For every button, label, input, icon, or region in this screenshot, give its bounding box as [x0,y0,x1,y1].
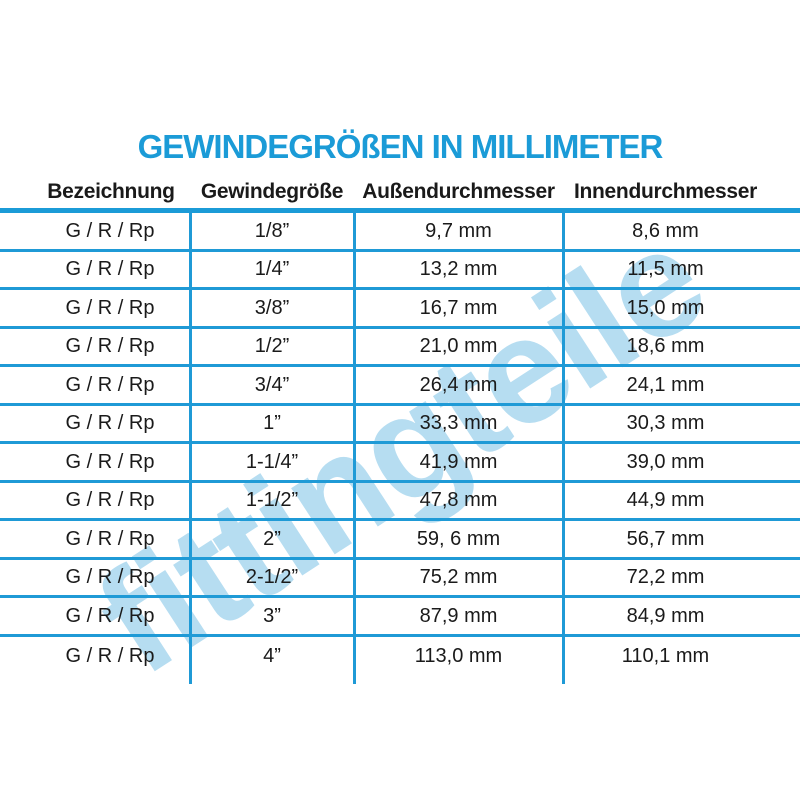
cell-bezeichnung: G / R / Rp [65,219,155,242]
cell-innendurchmesser: 18,6 mm [626,335,705,358]
cell-innendurchmesser: 24,1 mm [626,373,705,396]
cell-bezeichnung: G / R / Rp [65,644,155,667]
cell-gewindegroesse: 1-1/2” [245,489,299,512]
header-divider-line [0,208,800,213]
table-row: G / R / Rp 1/8” 9,7 mm 8,6 mm [0,213,800,252]
cell-bezeichnung: G / R / Rp [65,258,155,281]
cell-gewindegroesse: 2-1/2” [245,566,299,589]
table-row: G / R / Rp 3/8” 16,7 mm 15,0 mm [0,290,800,329]
table-row: G / R / Rp 1-1/4” 41,9 mm 39,0 mm [0,444,800,483]
column-header-gewindegroesse: Gewindegröße [200,180,344,203]
cell-gewindegroesse: 3/8” [254,296,290,319]
cell-aussendurchmesser: 41,9 mm [419,450,498,473]
cell-gewindegroesse: 3” [263,604,281,627]
page-title: GEWINDEGRÖßEN IN MILLIMETER [137,128,664,165]
cell-gewindegroesse: 3/4” [254,373,290,396]
cell-aussendurchmesser: 13,2 mm [419,258,498,281]
cell-innendurchmesser: 84,9 mm [626,604,705,627]
column-header-innendurchmesser: Innendurchmesser [573,180,758,203]
table-row: G / R / Rp 1/2” 21,0 mm 18,6 mm [0,329,800,367]
cell-aussendurchmesser: 21,0 mm [419,335,498,358]
cell-innendurchmesser: 30,3 mm [626,412,705,435]
cell-aussendurchmesser: 16,7 mm [419,296,498,319]
cell-gewindegroesse: 1” [263,412,281,435]
cell-aussendurchmesser: 75,2 mm [419,566,498,589]
cell-gewindegroesse: 1/2” [254,335,290,358]
cell-innendurchmesser: 11,5 mm [627,258,704,281]
column-divider-1 [189,210,192,684]
column-header-bezeichnung: Bezeichnung [47,180,175,203]
cell-bezeichnung: G / R / Rp [65,296,155,319]
cell-bezeichnung: G / R / Rp [65,373,155,396]
cell-gewindegroesse: 1/8” [254,219,290,242]
cell-innendurchmesser: 56,7 mm [626,527,705,550]
cell-bezeichnung: G / R / Rp [65,489,155,512]
cell-bezeichnung: G / R / Rp [65,335,155,358]
table-row: G / R / Rp 3/4” 26,4 mm 24,1 mm [0,367,800,406]
cell-innendurchmesser: 44,9 mm [626,489,705,512]
cell-aussendurchmesser: 9,7 mm [425,219,492,242]
table-row: G / R / Rp 1-1/2” 47,8 mm 44,9 mm [0,483,800,521]
cell-innendurchmesser: 8,6 mm [632,219,699,242]
cell-aussendurchmesser: 59, 6 mm [416,527,501,550]
cell-bezeichnung: G / R / Rp [65,566,155,589]
column-header-aussendurchmesser: Außendurchmesser [362,180,555,203]
cell-aussendurchmesser: 87,9 mm [419,604,498,627]
cell-aussendurchmesser: 26,4 mm [419,373,498,396]
cell-gewindegroesse: 1/4” [254,258,290,281]
table-row: G / R / Rp 3” 87,9 mm 84,9 mm [0,598,800,637]
table-row: G / R / Rp 1/4” 13,2 mm 11,5 mm [0,252,800,290]
cell-aussendurchmesser: 47,8 mm [419,489,498,512]
cell-gewindegroesse: 1-1/4” [245,450,299,473]
column-divider-2 [353,210,356,684]
cell-innendurchmesser: 72,2 mm [626,566,705,589]
table-body: G / R / Rp 1/8” 9,7 mm 8,6 mm G / R / Rp… [0,213,800,675]
cell-bezeichnung: G / R / Rp [65,412,155,435]
table-row: G / R / Rp 2” 59, 6 mm 56,7 mm [0,521,800,560]
cell-innendurchmesser: 15,0 mm [626,296,705,319]
cell-innendurchmesser: 39,0 mm [626,450,705,473]
cell-bezeichnung: G / R / Rp [65,527,155,550]
column-divider-3 [562,210,565,684]
cell-gewindegroesse: 4” [263,644,281,667]
table-row: G / R / Rp 2-1/2” 75,2 mm 72,2 mm [0,560,800,598]
cell-bezeichnung: G / R / Rp [65,604,155,627]
cell-bezeichnung: G / R / Rp [65,450,155,473]
cell-gewindegroesse: 2” [263,527,281,550]
cell-aussendurchmesser: 113,0 mm [414,644,503,667]
cell-aussendurchmesser: 33,3 mm [419,412,498,435]
table-header-row: Bezeichnung Gewindegröße Außendurchmesse… [0,179,800,205]
table-row: G / R / Rp 4” 113,0 mm 110,1 mm [0,637,800,676]
cell-innendurchmesser: 110,1 mm [621,644,710,667]
table-row: G / R / Rp 1” 33,3 mm 30,3 mm [0,406,800,444]
